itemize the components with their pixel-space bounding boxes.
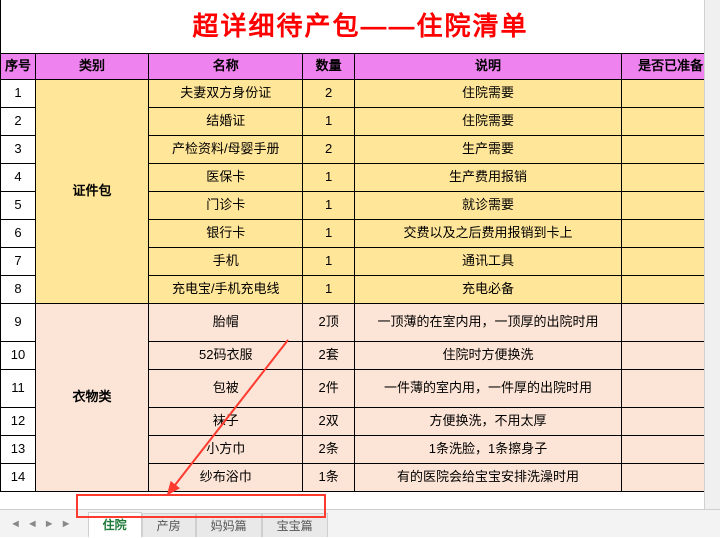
desc-cell: 方便换洗，不用太厚	[354, 408, 621, 436]
name-cell: 纱布浴巾	[149, 464, 303, 492]
checklist-table: 序号类别名称数量说明是否已准备1证件包夫妻双方身份证2住院需要2结婚证1住院需要…	[0, 53, 720, 492]
desc-cell: 有的医院会给宝宝安排洗澡时用	[354, 464, 621, 492]
seq-cell: 13	[1, 436, 36, 464]
name-cell: 包被	[149, 370, 303, 408]
name-cell: 52码衣服	[149, 342, 303, 370]
name-cell: 充电宝/手机充电线	[149, 276, 303, 304]
column-header: 说明	[354, 54, 621, 80]
name-cell: 夫妻双方身份证	[149, 80, 303, 108]
seq-cell: 10	[1, 342, 36, 370]
category-cell: 证件包	[35, 80, 148, 304]
qty-cell: 1	[303, 164, 354, 192]
desc-cell: 住院时方便换洗	[354, 342, 621, 370]
seq-cell: 6	[1, 220, 36, 248]
tab-nav-arrow[interactable]: ►	[59, 518, 74, 530]
desc-cell: 一顶薄的在室内用，一顶厚的出院时用	[354, 304, 621, 342]
name-cell: 结婚证	[149, 108, 303, 136]
name-cell: 胎帽	[149, 304, 303, 342]
seq-cell: 2	[1, 108, 36, 136]
qty-cell: 2条	[303, 436, 354, 464]
qty-cell: 2	[303, 136, 354, 164]
qty-cell: 1	[303, 248, 354, 276]
column-header: 数量	[303, 54, 354, 80]
seq-cell: 5	[1, 192, 36, 220]
desc-cell: 住院需要	[354, 108, 621, 136]
tab-nav-arrow[interactable]: ◄	[25, 518, 40, 530]
name-cell: 手机	[149, 248, 303, 276]
name-cell: 产检资料/母婴手册	[149, 136, 303, 164]
vertical-scrollbar[interactable]	[704, 0, 720, 509]
desc-cell: 1条洗脸，1条擦身子	[354, 436, 621, 464]
category-cell: 衣物类	[35, 304, 148, 492]
column-header: 序号	[1, 54, 36, 80]
seq-cell: 11	[1, 370, 36, 408]
name-cell: 门诊卡	[149, 192, 303, 220]
qty-cell: 2双	[303, 408, 354, 436]
desc-cell: 住院需要	[354, 80, 621, 108]
name-cell: 医保卡	[149, 164, 303, 192]
desc-cell: 就诊需要	[354, 192, 621, 220]
desc-cell: 充电必备	[354, 276, 621, 304]
seq-cell: 1	[1, 80, 36, 108]
seq-cell: 12	[1, 408, 36, 436]
seq-cell: 9	[1, 304, 36, 342]
qty-cell: 1条	[303, 464, 354, 492]
seq-cell: 14	[1, 464, 36, 492]
seq-cell: 7	[1, 248, 36, 276]
qty-cell: 2顶	[303, 304, 354, 342]
qty-cell: 2套	[303, 342, 354, 370]
name-cell: 袜子	[149, 408, 303, 436]
name-cell: 银行卡	[149, 220, 303, 248]
sheet-tabbar: ◄◄►►住院产房妈妈篇宝宝篇	[0, 509, 720, 537]
desc-cell: 一件薄的室内用，一件厚的出院时用	[354, 370, 621, 408]
seq-cell: 3	[1, 136, 36, 164]
name-cell: 小方巾	[149, 436, 303, 464]
seq-cell: 4	[1, 164, 36, 192]
qty-cell: 1	[303, 192, 354, 220]
qty-cell: 2	[303, 80, 354, 108]
desc-cell: 交费以及之后费用报销到卡上	[354, 220, 621, 248]
sheet-tab[interactable]: 妈妈篇	[196, 513, 262, 537]
desc-cell: 生产需要	[354, 136, 621, 164]
seq-cell: 8	[1, 276, 36, 304]
qty-cell: 1	[303, 220, 354, 248]
qty-cell: 1	[303, 108, 354, 136]
page-title: 超详细待产包——住院清单	[0, 0, 720, 53]
sheet-tab[interactable]: 产房	[142, 513, 196, 537]
qty-cell: 2件	[303, 370, 354, 408]
sheet-tab[interactable]: 宝宝篇	[262, 513, 328, 537]
desc-cell: 通讯工具	[354, 248, 621, 276]
sheet-tab[interactable]: 住院	[88, 512, 142, 538]
tab-nav-arrow[interactable]: ►	[42, 518, 57, 530]
column-header: 类别	[35, 54, 148, 80]
tab-nav-arrow[interactable]: ◄	[8, 518, 23, 530]
column-header: 名称	[149, 54, 303, 80]
desc-cell: 生产费用报销	[354, 164, 621, 192]
qty-cell: 1	[303, 276, 354, 304]
